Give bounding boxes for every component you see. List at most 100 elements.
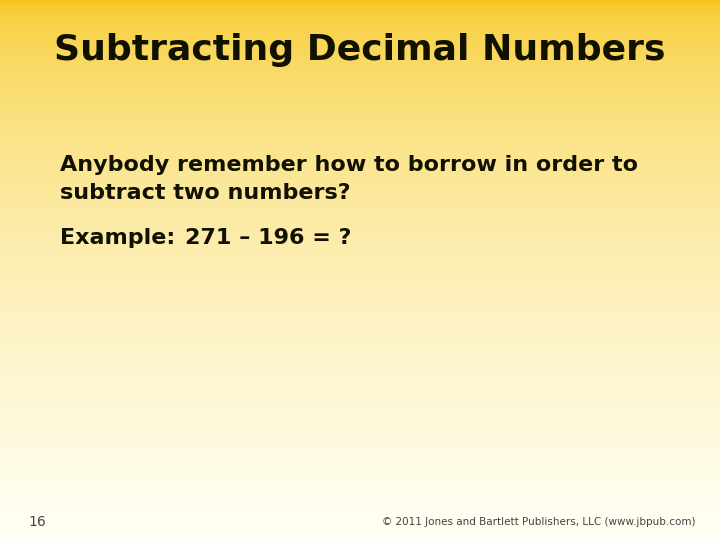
- Bar: [0, 502, 720, 504]
- Bar: [0, 99, 720, 101]
- Bar: [0, 45, 720, 47]
- Bar: [0, 524, 720, 525]
- Bar: [0, 133, 720, 135]
- Bar: [0, 59, 720, 61]
- Bar: [0, 459, 720, 461]
- Bar: [0, 178, 720, 180]
- Bar: [0, 349, 720, 351]
- Bar: [0, 324, 720, 326]
- Bar: [0, 490, 720, 491]
- Bar: [0, 347, 720, 349]
- Bar: [0, 131, 720, 133]
- Bar: [0, 31, 720, 32]
- Bar: [0, 272, 720, 274]
- Bar: [0, 23, 720, 25]
- Bar: [0, 398, 720, 400]
- Text: subtract two numbers?: subtract two numbers?: [60, 183, 351, 203]
- Bar: [0, 7, 720, 9]
- Bar: [0, 5, 720, 7]
- Bar: [0, 151, 720, 153]
- Bar: [0, 182, 720, 184]
- Bar: [0, 484, 720, 486]
- Bar: [0, 346, 720, 347]
- Bar: [0, 444, 720, 447]
- Bar: [0, 38, 720, 39]
- Bar: [0, 281, 720, 282]
- Bar: [0, 104, 720, 106]
- Bar: [0, 11, 720, 12]
- Bar: [0, 390, 720, 393]
- Bar: [0, 248, 720, 250]
- Bar: [0, 498, 720, 501]
- Bar: [0, 394, 720, 396]
- Bar: [0, 504, 720, 506]
- Bar: [0, 61, 720, 63]
- Bar: [0, 27, 720, 29]
- Bar: [0, 218, 720, 220]
- Bar: [0, 142, 720, 144]
- Bar: [0, 119, 720, 120]
- Bar: [0, 302, 720, 304]
- Bar: [0, 454, 720, 455]
- Bar: [0, 367, 720, 369]
- Bar: [0, 292, 720, 293]
- Bar: [0, 83, 720, 85]
- Bar: [0, 123, 720, 124]
- Bar: [0, 279, 720, 281]
- Bar: [0, 430, 720, 432]
- Bar: [0, 155, 720, 157]
- Bar: [0, 66, 720, 69]
- Bar: [0, 344, 720, 346]
- Bar: [0, 528, 720, 529]
- Bar: [0, 450, 720, 452]
- Bar: [0, 513, 720, 515]
- Bar: [0, 52, 720, 54]
- Bar: [0, 439, 720, 441]
- Bar: [0, 42, 720, 43]
- Bar: [0, 50, 720, 52]
- Bar: [0, 479, 720, 481]
- Bar: [0, 403, 720, 405]
- Bar: [0, 333, 720, 335]
- Bar: [0, 328, 720, 329]
- Bar: [0, 374, 720, 376]
- Bar: [0, 410, 720, 412]
- Bar: [0, 258, 720, 259]
- Bar: [0, 517, 720, 518]
- Bar: [0, 81, 720, 83]
- Bar: [0, 306, 720, 308]
- Bar: [0, 363, 720, 366]
- Bar: [0, 304, 720, 306]
- Bar: [0, 16, 720, 18]
- Bar: [0, 228, 720, 231]
- Bar: [0, 236, 720, 238]
- Bar: [0, 255, 720, 258]
- Bar: [0, 4, 720, 5]
- Bar: [0, 158, 720, 160]
- Bar: [0, 196, 720, 198]
- Bar: [0, 135, 720, 137]
- Bar: [0, 407, 720, 409]
- Bar: [0, 65, 720, 66]
- Bar: [0, 382, 720, 383]
- Bar: [0, 482, 720, 484]
- Bar: [0, 225, 720, 227]
- Bar: [0, 470, 720, 471]
- Bar: [0, 9, 720, 11]
- Bar: [0, 522, 720, 524]
- Bar: [0, 448, 720, 450]
- Bar: [0, 54, 720, 56]
- Bar: [0, 261, 720, 263]
- Bar: [0, 425, 720, 427]
- Bar: [0, 214, 720, 216]
- Bar: [0, 113, 720, 115]
- Bar: [0, 401, 720, 403]
- Bar: [0, 157, 720, 158]
- Bar: [0, 441, 720, 443]
- Bar: [0, 49, 720, 50]
- Bar: [0, 436, 720, 437]
- Bar: [0, 231, 720, 232]
- Bar: [0, 389, 720, 390]
- Bar: [0, 474, 720, 475]
- Bar: [0, 112, 720, 113]
